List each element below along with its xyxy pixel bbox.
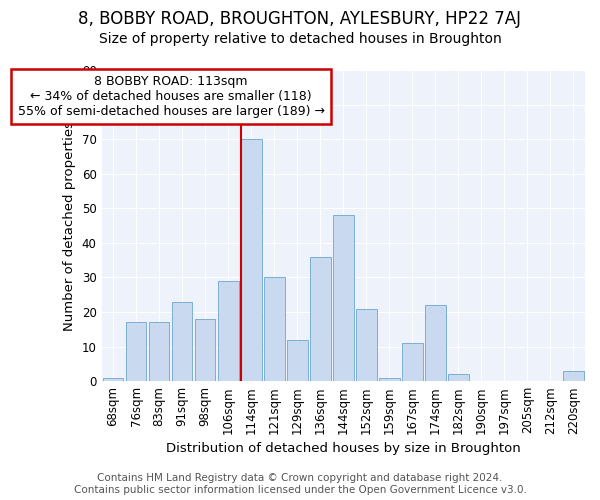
Bar	[195, 319, 215, 381]
Bar	[425, 305, 446, 381]
Bar	[218, 281, 239, 381]
Bar	[563, 371, 584, 381]
Bar	[356, 308, 377, 381]
Bar	[402, 343, 422, 381]
Bar	[103, 378, 124, 381]
Bar	[125, 322, 146, 381]
Bar	[264, 278, 284, 381]
Bar	[172, 302, 193, 381]
X-axis label: Distribution of detached houses by size in Broughton: Distribution of detached houses by size …	[166, 442, 521, 455]
Bar	[241, 139, 262, 381]
Bar	[379, 378, 400, 381]
Text: Size of property relative to detached houses in Broughton: Size of property relative to detached ho…	[98, 32, 502, 46]
Text: 8, BOBBY ROAD, BROUGHTON, AYLESBURY, HP22 7AJ: 8, BOBBY ROAD, BROUGHTON, AYLESBURY, HP2…	[79, 10, 521, 28]
Bar	[333, 215, 353, 381]
Text: 8 BOBBY ROAD: 113sqm
← 34% of detached houses are smaller (118)
55% of semi-deta: 8 BOBBY ROAD: 113sqm ← 34% of detached h…	[17, 75, 325, 118]
Y-axis label: Number of detached properties: Number of detached properties	[63, 120, 76, 330]
Bar	[287, 340, 308, 381]
Bar	[448, 374, 469, 381]
Bar	[149, 322, 169, 381]
Text: Contains HM Land Registry data © Crown copyright and database right 2024.
Contai: Contains HM Land Registry data © Crown c…	[74, 474, 526, 495]
Bar	[310, 256, 331, 381]
